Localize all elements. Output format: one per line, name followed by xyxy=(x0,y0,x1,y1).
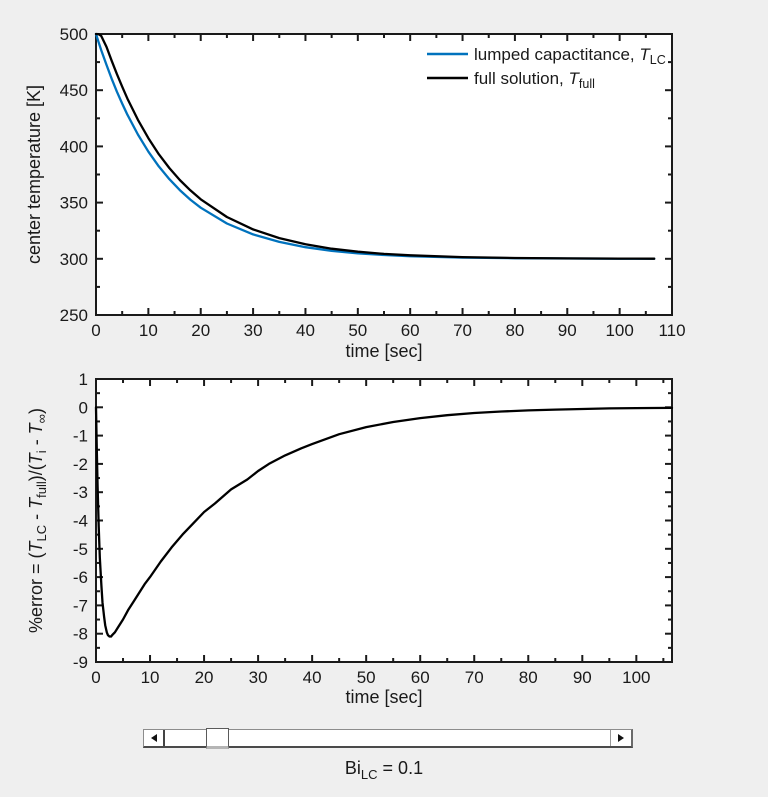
x-tick-label: 90 xyxy=(558,321,577,340)
y-tick-label: 300 xyxy=(60,250,88,269)
y-tick-label: 250 xyxy=(60,306,88,325)
bi-label-part: LC xyxy=(360,767,378,782)
right-arrow-icon xyxy=(618,734,624,742)
slider-left-arrow-button[interactable] xyxy=(144,730,165,746)
series-line-percent-error-curve xyxy=(94,406,674,638)
x-tick-label: 60 xyxy=(411,668,430,687)
left-arrow-icon xyxy=(150,734,157,742)
x-tick-label: 30 xyxy=(244,321,263,340)
bi-label-part: Bi xyxy=(344,758,361,778)
x-tick-label: 40 xyxy=(296,321,315,340)
legend-label: full solution, Tfull xyxy=(474,69,595,91)
x-tick-label: 40 xyxy=(303,668,322,687)
y-tick-label: -6 xyxy=(73,568,88,587)
x-tick-label: 70 xyxy=(453,321,472,340)
y-tick-label: 350 xyxy=(60,194,88,213)
bi-slider[interactable] xyxy=(143,728,633,749)
x-tick-label: 0 xyxy=(91,321,100,340)
legend-label: lumped capactitance, TLC xyxy=(474,45,666,67)
x-tick-label: 100 xyxy=(622,668,650,687)
y-tick-label: -2 xyxy=(73,455,88,474)
y-tick-label: -3 xyxy=(73,483,88,502)
y-tick-label: -9 xyxy=(73,653,88,672)
x-tick-label: 70 xyxy=(465,668,484,687)
y-tick-label: 0 xyxy=(79,398,88,417)
x-tick-label: 50 xyxy=(348,321,367,340)
x-tick-label: 90 xyxy=(573,668,592,687)
y-tick-label: 1 xyxy=(79,370,88,389)
x-tick-label: 50 xyxy=(357,668,376,687)
x-tick-label: 30 xyxy=(249,668,268,687)
x-tick-label: 10 xyxy=(141,668,160,687)
y-axis-label: %error = (TLC - Tfull)/(Ti - T∞) xyxy=(26,408,49,633)
temperature-history-chart: 0 10 20 30 40 50 60 70 80 90 100 110 250 300 350 400 450… xyxy=(24,25,686,361)
plot-area xyxy=(95,33,673,316)
y-tick-label: 500 xyxy=(60,25,88,44)
x-tick-label: 0 xyxy=(91,668,100,687)
series-line-full-solution-T_full xyxy=(94,32,656,260)
y-tick-label: 450 xyxy=(60,81,88,100)
y-tick-label: -5 xyxy=(73,540,88,559)
x-tick-label: 100 xyxy=(605,321,633,340)
y-tick-label: 400 xyxy=(60,137,88,156)
percent-error-chart: 0 10 20 30 40 50 60 70 80 90 100-9-8-7-6-5-4-3-2-1… xyxy=(26,370,674,707)
slider-thumb[interactable] xyxy=(205,728,229,749)
y-tick-label: -7 xyxy=(73,596,88,615)
y-axis-label: center temperature [K] xyxy=(24,85,44,264)
slider-right-arrow-button[interactable] xyxy=(610,730,631,746)
y-tick-label: -8 xyxy=(73,625,88,644)
x-tick-label: 20 xyxy=(195,668,214,687)
x-tick-label: 110 xyxy=(658,321,685,340)
plots-canvas: 0 10 20 30 40 50 60 70 80 90 100 110250300350400450… xyxy=(24,25,686,707)
y-tick-label: -4 xyxy=(73,512,88,531)
x-tick-label: 60 xyxy=(401,321,420,340)
bi-label-part: = 0.1 xyxy=(377,758,424,778)
plot-area xyxy=(95,378,673,663)
x-tick-label: 20 xyxy=(191,321,210,340)
bi-value-label: BiLC = 0.1 xyxy=(0,758,768,782)
x-axis-label: time [sec] xyxy=(345,341,422,361)
y-tick-label: -1 xyxy=(73,427,88,446)
x-tick-label: 10 xyxy=(139,321,158,340)
x-axis-label: time [sec] xyxy=(345,687,422,707)
x-tick-label: 80 xyxy=(519,668,538,687)
x-tick-label: 80 xyxy=(505,321,524,340)
